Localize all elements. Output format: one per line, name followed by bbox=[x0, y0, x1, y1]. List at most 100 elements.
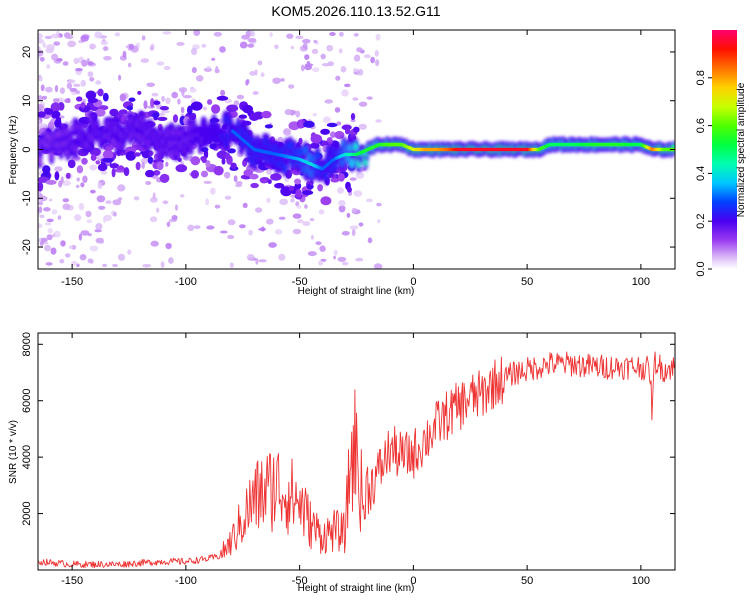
spectrogram-noise-blob bbox=[249, 71, 256, 76]
spectrogram-noise-blob bbox=[333, 249, 338, 256]
spectrogram-noise-blob bbox=[149, 45, 155, 51]
spectrogram-noise-blob bbox=[267, 179, 272, 184]
spectrogram-noise-blob bbox=[227, 234, 235, 240]
spectrogram-noise-blob bbox=[337, 256, 347, 262]
spectrogram-noise-blob bbox=[326, 44, 334, 52]
spectrogram-noise-blob bbox=[375, 119, 382, 123]
spectrogram-noise-blob bbox=[211, 57, 216, 61]
spectrogram-noise-blob bbox=[187, 105, 193, 115]
spectrogram-x-tick-label: 0 bbox=[410, 276, 416, 288]
spectrogram-noise-blob bbox=[334, 107, 341, 113]
spectrogram-noise-blob bbox=[257, 60, 263, 66]
spectrogram-noise-blob bbox=[219, 46, 226, 53]
spectrogram-noise-blob bbox=[233, 100, 240, 106]
spectrogram-noise-blob bbox=[230, 162, 237, 170]
spectrogram-noise-blob bbox=[337, 172, 345, 182]
spectrogram-noise-blob bbox=[119, 93, 127, 102]
spectrogram-noise-blob bbox=[141, 162, 145, 169]
spectrogram-noise-blob bbox=[342, 261, 349, 266]
spectrogram-noise-blob bbox=[171, 91, 178, 99]
spectrogram-noise-blob bbox=[66, 82, 73, 90]
spectrogram-noise-blob bbox=[158, 112, 165, 116]
spectrogram-noise-blob bbox=[341, 89, 349, 97]
spectrogram-noise-blob bbox=[278, 216, 286, 220]
spectrogram-noise-blob bbox=[274, 229, 283, 235]
spectrogram-noise-blob bbox=[38, 38, 45, 44]
spectrogram-noise-blob bbox=[213, 165, 224, 176]
spectrogram-noise-blob bbox=[250, 182, 259, 189]
spectrogram-noise-blob bbox=[79, 254, 87, 261]
spectrogram-noise-blob bbox=[57, 215, 62, 220]
spectrogram-noise-blob bbox=[140, 58, 149, 63]
spectrogram-noise-blob bbox=[229, 262, 234, 269]
spectrogram-noise-blob bbox=[88, 61, 94, 66]
spectrogram-noise-blob bbox=[377, 219, 381, 224]
spectrogram-noise-blob bbox=[102, 149, 114, 160]
snr-x-tick-label: -50 bbox=[292, 575, 308, 587]
spectrogram-noise-blob bbox=[353, 126, 360, 133]
spectrogram-noise-blob bbox=[293, 110, 296, 115]
spectrogram-noise-blob bbox=[315, 241, 322, 246]
spectrogram-noise-blob bbox=[320, 128, 330, 135]
spectrogram-noise-blob bbox=[300, 64, 305, 72]
spectrogram-noise-blob bbox=[168, 257, 174, 264]
spectrogram-noise-blob bbox=[233, 175, 238, 183]
spectrogram-noise-blob bbox=[67, 40, 76, 48]
snr-x-tick-label: 0 bbox=[410, 575, 416, 587]
spectrogram-noise-blob bbox=[42, 165, 51, 174]
spectrogram-noise-blob bbox=[109, 163, 120, 169]
spectrogram-x-tick-label: -100 bbox=[175, 276, 197, 288]
spectrogram-noise-blob bbox=[117, 197, 123, 201]
spectrogram-noise-blob bbox=[71, 156, 81, 161]
spectrogram-noise-blob bbox=[149, 216, 158, 223]
snr-panel: -150 -100 -50 0 50 100 2000 4000 6000 8000 Heigh… bbox=[8, 332, 676, 594]
spectrogram-noise-blob bbox=[322, 116, 331, 124]
snr-x-ticks: -150 -100 -50 0 50 100 bbox=[61, 333, 650, 587]
spectrogram-noise-blob bbox=[146, 82, 155, 88]
spectrogram-noise-blob bbox=[45, 86, 53, 93]
colorbar-tick-label: 0.4 bbox=[695, 166, 707, 181]
spectrogram-noise-blob bbox=[133, 152, 141, 157]
spectrogram-noise-blob bbox=[346, 212, 351, 218]
spectrogram-noise-blob bbox=[50, 247, 57, 255]
spectrogram-noise-blob bbox=[367, 237, 373, 244]
spectrogram-ridge-mid bbox=[315, 150, 321, 160]
spectrogram-noise-blob bbox=[141, 35, 146, 41]
spectrogram-noise-blob bbox=[152, 192, 156, 200]
spectrogram-noise-blob bbox=[224, 171, 231, 179]
spectrogram-noise-blob bbox=[279, 198, 289, 206]
spectrogram-noise-blob bbox=[128, 97, 136, 102]
snr-x-tick-label: -100 bbox=[175, 575, 197, 587]
spectrogram-noise-blob bbox=[190, 101, 203, 111]
spectrogram-noise-blob bbox=[165, 97, 171, 105]
spectrogram-noise-blob bbox=[156, 61, 165, 66]
snr-y-tick-label: 8000 bbox=[21, 332, 33, 356]
spectrogram-noise-blob bbox=[254, 69, 258, 76]
spectrogram-noise-blob bbox=[247, 43, 255, 48]
colorbar-tick-label: 0.0 bbox=[695, 261, 707, 276]
spectrogram-noise-blob bbox=[304, 63, 314, 67]
spectrogram-noise-blob bbox=[290, 45, 295, 50]
spectrogram-noise-blob bbox=[75, 90, 81, 95]
spectrogram-noise-blob bbox=[312, 113, 318, 117]
spectrogram-noise-blob bbox=[40, 84, 45, 92]
spectrogram-noise-blob bbox=[335, 75, 341, 81]
spectrogram-ridge-mid bbox=[282, 163, 288, 173]
spectrogram-noise-blob bbox=[81, 59, 88, 67]
spectrogram-noise-blob bbox=[284, 109, 293, 116]
spectrogram-noise-blob bbox=[219, 230, 228, 234]
spectrogram-noise-blob bbox=[51, 33, 60, 39]
spectrogram-noise-blob bbox=[48, 121, 55, 130]
spectrogram-noise-blob bbox=[40, 241, 44, 245]
spectrogram-noise-blob bbox=[38, 201, 44, 206]
spectrogram-noise-blob bbox=[133, 196, 140, 201]
spectrogram-noise-blob bbox=[82, 175, 88, 183]
spectrogram-noise-blob bbox=[338, 48, 343, 54]
spectrogram-noise-blob bbox=[59, 87, 65, 94]
spectrogram-noise-blob bbox=[353, 68, 359, 73]
spectrogram-noise-blob bbox=[302, 221, 311, 227]
spectrogram-noise-blob bbox=[50, 102, 61, 113]
spectrogram-noise-blob bbox=[288, 185, 295, 191]
spectrogram-noise-blob bbox=[302, 38, 311, 44]
colorbar-ticks: 0.0 0.2 0.4 0.6 0.8 bbox=[695, 70, 712, 277]
